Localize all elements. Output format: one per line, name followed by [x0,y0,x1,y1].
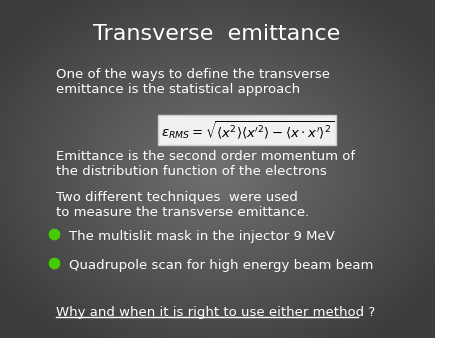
Text: Transverse  emittance: Transverse emittance [94,24,341,44]
Text: One of the ways to define the transverse
emittance is the statistical approach: One of the ways to define the transverse… [56,68,330,96]
Text: Why and when it is right to use either method ?: Why and when it is right to use either m… [56,306,376,319]
Text: Two different techniques  were used
to measure the transverse emittance.: Two different techniques were used to me… [56,191,310,219]
Text: Emittance is the second order momentum of
the distribution function of the elect: Emittance is the second order momentum o… [56,150,356,178]
Point [51,260,58,265]
FancyBboxPatch shape [158,115,337,145]
Text: $\varepsilon_{RMS} = \sqrt{\langle x^2 \rangle \langle x^{\prime 2} \rangle - \l: $\varepsilon_{RMS} = \sqrt{\langle x^2 \… [161,119,334,141]
Point [51,231,58,237]
Text: The multislit mask in the injector 9 MeV: The multislit mask in the injector 9 MeV [69,230,335,243]
Text: Quadrupole scan for high energy beam beam: Quadrupole scan for high energy beam bea… [69,259,374,271]
